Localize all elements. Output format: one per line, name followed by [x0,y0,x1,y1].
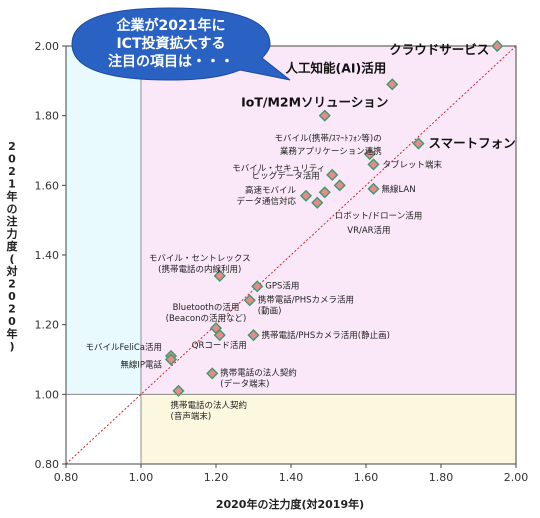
x-tick-label: 1.60 [354,471,379,484]
data-point-label: 携帯電話/PHSカメラ活用(静止画) [262,330,390,341]
data-point-label: 人工知能(AI)活用 [285,60,386,75]
x-tick-label: 1.00 [129,471,154,484]
x-tick-label: 1.20 [204,471,229,484]
data-point [386,78,399,91]
data-point-label: モバイル・セキュリティ [232,164,325,174]
data-point [247,329,260,342]
data-point [311,196,324,209]
data-point [172,384,185,397]
data-point-label: ロボット/ドローン活用 [335,210,422,221]
y-tick-label: 2.00 [35,40,60,53]
y-tick-label: 1.20 [35,319,60,332]
x-tick-label: 1.80 [429,471,454,484]
x-axis-title: 2020年の注力度(対2019年) [216,497,364,511]
data-point-label: 無線LAN [382,184,416,195]
y-tick-label: 0.80 [35,458,60,471]
data-point-label: Bluetoothの活用(Beaconの活用など) [166,302,247,324]
data-point [326,168,339,181]
data-point-label: VR/AR活用 [347,225,390,236]
y-axis-title-text: 2 0 2 1 年の注力度(対 2 0 2 0 年) [6,140,19,353]
data-point-label: 携帯電話の法人契約(音声端末) [171,400,248,422]
data-point [206,367,219,380]
data-point-label: モバイルFeliCa活用 [85,342,162,353]
data-point-label: IoT/M2Mソリューション [241,95,388,110]
y-tick-label: 1.00 [35,388,60,401]
data-point [412,137,425,150]
data-point-label: 携帯電話の法人契約(データ端末) [220,367,297,389]
callout-text: 企業が2021年に ICT投資拡大する注目の項目は・・・ [108,17,234,70]
data-point [164,353,178,366]
y-tick-label: 1.80 [35,110,60,123]
data-point [251,280,264,293]
y-axis-title: 2 0 2 1 年の注力度(対 2 0 2 0 年) [6,140,19,353]
data-point-label: 高速モバイルデータ通信対応 [236,185,296,207]
data-point [333,179,346,192]
data-point-label: クラウドサービス [389,42,489,57]
region-upper-left [66,46,141,395]
data-point-label: スマートフォン [429,136,516,151]
data-point [367,158,380,171]
data-point [363,147,376,161]
data-point-label: 無線IP電話 [120,360,162,371]
data-point-label: タブレット端末 [383,159,443,170]
data-point [318,186,331,199]
data-point-label: モバイル(携帯/ｽﾏｰﾄﾌｫﾝ等)の業務アプリケーション連携 [275,133,382,157]
data-point [367,182,380,195]
region-lower-right [141,394,516,464]
data-point [243,294,256,307]
callout-bubble [71,7,291,81]
data-point [299,189,313,202]
x-tick-label: 1.40 [279,471,304,484]
x-tick-label: 2.00 [504,471,529,484]
data-point-label: ビッグデータ活用 [252,170,320,181]
data-point [491,39,504,53]
data-point [213,269,226,282]
data-point-label: 携帯電話/PHSカメラ活用(動画) [258,294,354,316]
data-point [213,329,226,342]
y-tick-label: 1.60 [35,179,60,192]
data-point-label: QRコード活用 [192,340,247,351]
data-point [318,109,331,122]
data-point-label: GPS活用 [265,280,299,291]
data-point-label: モバイル・セントレックス(携帯電話の内線利用) [149,254,251,275]
y-tick-label: 1.40 [35,249,60,262]
x-tick-label: 0.80 [54,471,79,484]
